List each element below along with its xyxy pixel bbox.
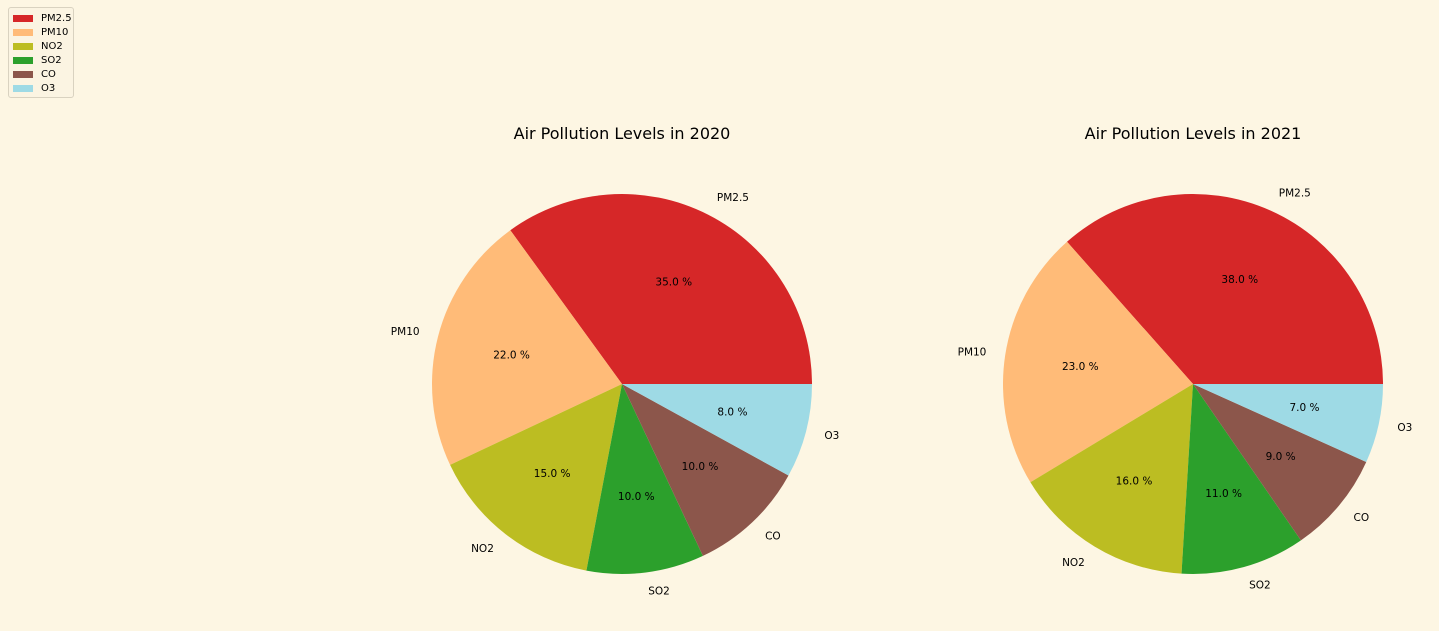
pie-1-label-so2: SO2 [648, 585, 670, 597]
pie-2-pct-no2: 16.0 % [1116, 476, 1153, 488]
pie-2-label-so2: SO2 [1249, 579, 1271, 591]
pie-1-slice-co [622, 384, 789, 556]
pie-2-label-o3: O3 [1397, 422, 1412, 434]
pie-1-label-o3: O3 [824, 430, 839, 442]
pie-2-label-co: CO [1354, 512, 1370, 524]
pie-1-title: Air Pollution Levels in 2020 [514, 124, 731, 143]
legend-swatch-pm10 [13, 28, 33, 36]
pie-2-title: Air Pollution Levels in 2021 [1085, 124, 1302, 143]
legend-entry-o3: O3 [9, 81, 73, 95]
pie-2-pct-so2: 11.0 % [1205, 488, 1242, 500]
pie-2-label-pm25: PM2.5 [1279, 187, 1311, 199]
legend-entry-so2: SO2 [9, 53, 73, 67]
pie-1-pct-o3: 8.0 % [717, 406, 747, 418]
pie-1-pct-pm25: 35.0 % [655, 276, 692, 288]
pie-1: PM2.5 35.0 % PM10 22.0 % NO2 15.0 % SO2 10.0 % C… [391, 124, 840, 597]
legend-entry-co: CO [9, 67, 73, 81]
legend-swatch-pm25 [13, 14, 33, 22]
legend-label-co: CO [41, 68, 56, 80]
pie-2-pct-pm10: 23.0 % [1062, 361, 1099, 373]
legend-label-so2: SO2 [41, 54, 62, 66]
legend-label-pm25: PM2.5 [41, 12, 72, 24]
pie-2-slice-pm10 [1003, 241, 1193, 483]
pie-2-slice-no2 [1030, 384, 1193, 574]
pie-2: PM2.5 38.0 % PM10 23.0 % NO2 16.0 % SO2 11.0 % C… [958, 124, 1413, 591]
pie-1-pct-no2: 15.0 % [534, 468, 571, 480]
pie-2-pct-co: 9.0 % [1266, 451, 1296, 463]
pie-2-pct-o3: 7.0 % [1289, 402, 1319, 414]
pie-1-label-pm10: PM10 [391, 326, 420, 338]
pie-1-slice-pm10 [432, 230, 622, 465]
pie-2-slice-so2 [1181, 384, 1301, 575]
pie-1-slice-no2 [450, 384, 622, 571]
pie-2-label-no2: NO2 [1062, 557, 1085, 569]
legend-entry-no2: NO2 [9, 39, 73, 53]
legend-swatch-so2 [13, 56, 33, 64]
pie-1-pct-co: 10.0 % [682, 461, 719, 473]
legend-label-no2: NO2 [41, 40, 63, 52]
pie-2-slice-co [1193, 384, 1367, 541]
pie-1-pct-so2: 10.0 % [618, 491, 655, 503]
pie-1-pct-pm10: 22.0 % [493, 350, 530, 362]
legend-swatch-co [13, 70, 33, 78]
pie-2-label-pm10: PM10 [958, 347, 987, 359]
legend-label-o3: O3 [41, 82, 56, 94]
pie-1-label-no2: NO2 [471, 543, 494, 555]
legend-entry-pm25: PM2.5 [9, 11, 73, 25]
pie-2-slice-o3 [1193, 384, 1383, 462]
pie-1-slice-o3 [622, 384, 812, 476]
legend-entry-pm10: PM10 [9, 25, 73, 39]
pie-1-slice-pm25 [510, 193, 812, 384]
pie-1-label-co: CO [765, 530, 781, 542]
pie-1-slice-so2 [586, 384, 703, 575]
legend-swatch-no2 [13, 42, 33, 50]
pie-1-label-pm25: PM2.5 [717, 192, 749, 204]
legend-label-pm10: PM10 [41, 26, 69, 38]
legend-swatch-o3 [13, 84, 33, 92]
pie-2-slice-pm25 [1067, 194, 1383, 384]
pie-2-pct-pm25: 38.0 % [1221, 274, 1258, 286]
legend: PM2.5 PM10 NO2 SO2 CO O3 [8, 7, 74, 98]
